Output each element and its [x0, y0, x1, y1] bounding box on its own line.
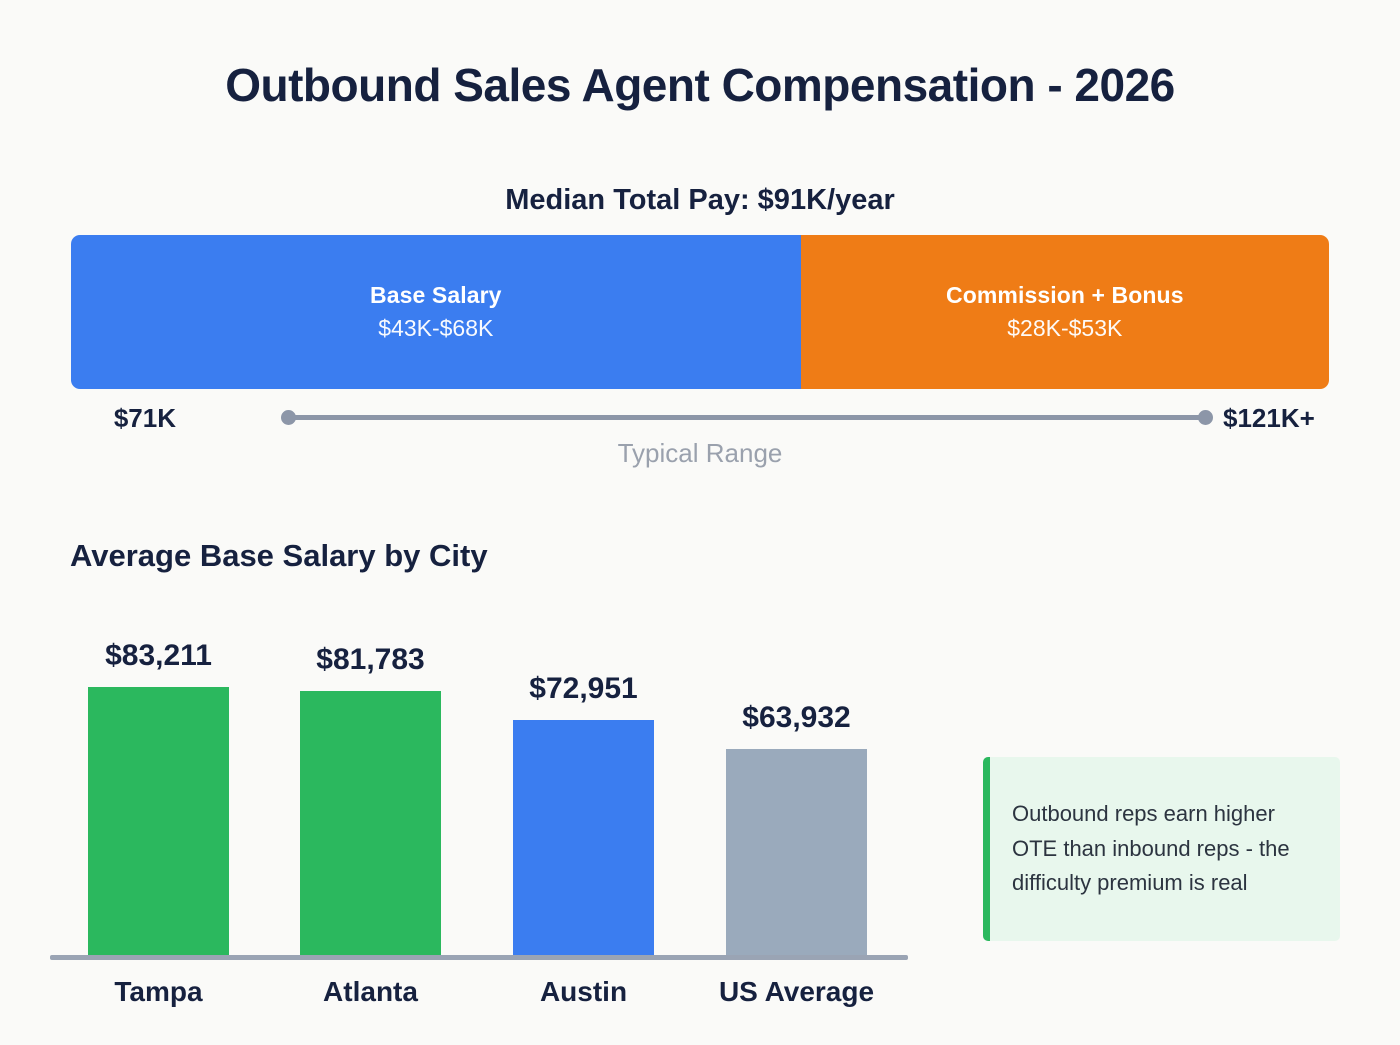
typical-range-indicator: $71K $121K+ Typical Range: [71, 398, 1329, 468]
bar-value-label: $63,932: [742, 701, 851, 734]
bar-value-label: $72,951: [529, 672, 638, 705]
insight-callout-text: Outbound reps earn higher OTE than inbou…: [1012, 800, 1290, 896]
segment-label: Commission + Bonus: [946, 282, 1184, 308]
range-high-dot-icon: [1198, 410, 1213, 425]
median-pay-subtitle: Median Total Pay: $91K/year: [505, 184, 895, 216]
composition-segment-commission-bonus: Commission + Bonus $28K-$53K: [800, 235, 1329, 389]
range-low-label: $71K: [113, 403, 176, 433]
page-title: Outbound Sales Agent Compensation - 2026: [225, 59, 1175, 111]
bar-category-label: Tampa: [114, 976, 203, 1007]
segment-value: $28K-$53K: [1007, 315, 1123, 341]
chart-baseline-axis: [50, 955, 908, 960]
bar-category-label: US Average: [718, 976, 875, 1007]
bar-tampa: [88, 687, 229, 957]
segment-value: $43K-$68K: [378, 315, 494, 341]
range-high-label: $121K+: [1223, 403, 1315, 433]
bar-value-label: $81,783: [316, 643, 425, 676]
bar-us-average: [726, 749, 867, 957]
range-low-dot-icon: [281, 410, 296, 425]
bar-value-label: $83,211: [105, 639, 212, 672]
bar-atlanta: [300, 691, 441, 957]
pay-composition-bar: Base Salary $43K-$68K Commission + Bonus…: [71, 235, 1329, 389]
bar-category-label: Austin: [539, 976, 628, 1007]
bar-category-label: Atlanta: [323, 976, 418, 1007]
range-track: [288, 415, 1205, 420]
insight-callout: Outbound reps earn higher OTE than inbou…: [983, 757, 1340, 941]
bar-austin: [513, 720, 654, 957]
chart-title: Average Base Salary by City: [70, 538, 488, 573]
range-caption: Typical Range: [617, 438, 783, 468]
composition-segment-base-salary: Base Salary $43K-$68K: [71, 235, 801, 389]
segment-label: Base Salary: [370, 282, 502, 308]
